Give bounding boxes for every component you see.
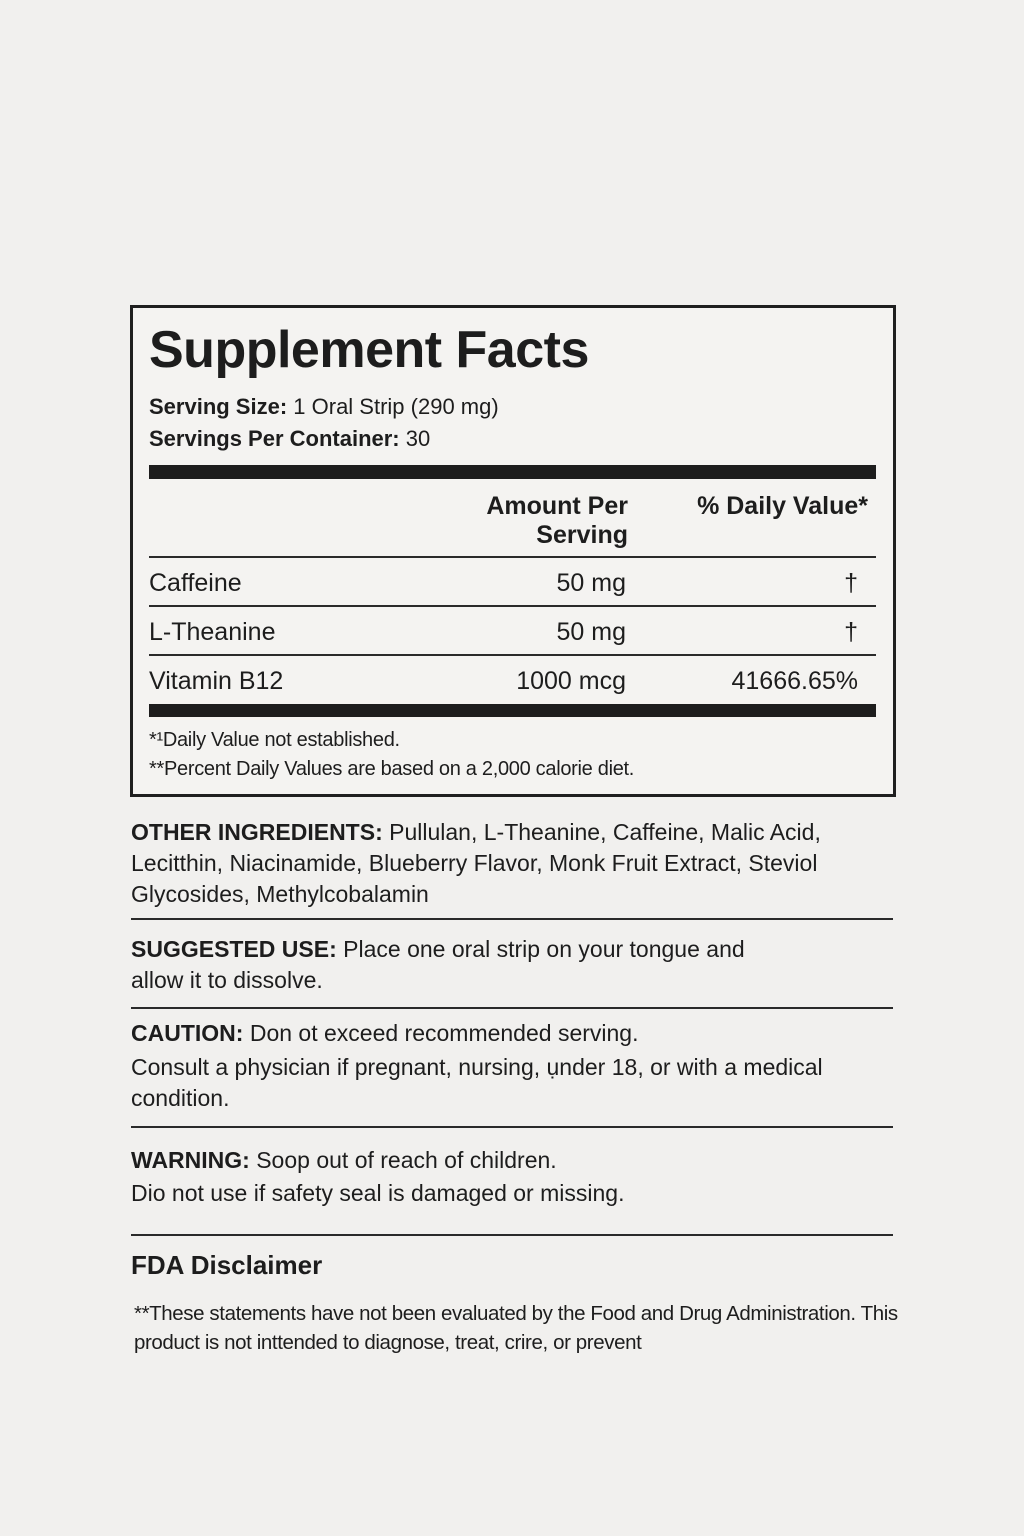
warning-label: WARNING: bbox=[131, 1147, 250, 1173]
serving-size: Serving Size: 1 Oral Strip (290 mg) bbox=[149, 394, 499, 420]
caution-label: CAUTION: bbox=[131, 1020, 244, 1046]
fda-disclaimer-text: **These statements have not been evaluat… bbox=[134, 1302, 898, 1354]
supplement-facts-panel: Supplement Facts Serving Size: 1 Oral St… bbox=[130, 305, 896, 797]
nutrient-name: Caffeine bbox=[149, 569, 242, 597]
amount-header-line2: Serving bbox=[536, 521, 628, 549]
amount-header-line1: Amount Per bbox=[486, 492, 628, 520]
warning-line2: Dio not use if safety seal is damaged or… bbox=[131, 1180, 625, 1206]
caution: CAUTION: Don ot exceed recommended servi… bbox=[131, 1018, 891, 1049]
thick-divider bbox=[149, 704, 876, 717]
divider bbox=[149, 654, 876, 656]
servings-value: 30 bbox=[405, 426, 431, 451]
divider bbox=[149, 605, 876, 607]
table-row: Vitamin B12 1000 mcg 41666.65% bbox=[149, 657, 876, 705]
divider bbox=[131, 1126, 893, 1128]
serving-size-value: 1 Oral Strip (290 mg) bbox=[293, 394, 499, 419]
divider bbox=[131, 1007, 893, 1009]
nutrient-amount: 1000 mcg bbox=[516, 667, 626, 695]
table-row: L-Theanine 50 mg † bbox=[149, 608, 876, 656]
nutrient-amount: 50 mg bbox=[556, 618, 626, 646]
footnote-percent-dv: **Percent Daily Values are based on a 2,… bbox=[149, 758, 635, 780]
warning-line1: Soop out of reach of children. bbox=[256, 1147, 557, 1173]
thick-divider bbox=[149, 465, 876, 479]
suggested-use: SUGGESTED USE: Place one oral strip on y… bbox=[131, 934, 781, 996]
caution-line2: Consult a physician if pregnant, nursing… bbox=[131, 1054, 823, 1111]
servings-label: Servings Per Container: bbox=[149, 426, 400, 451]
nutrient-amount: 50 mg bbox=[556, 569, 626, 597]
panel-title: Supplement Facts bbox=[149, 321, 589, 379]
suggested-use-label: SUGGESTED USE: bbox=[131, 936, 337, 962]
other-ingredients-label: OTHER INGREDIENTS: bbox=[131, 819, 383, 845]
daily-value-header: % Daily Value* bbox=[697, 492, 868, 520]
nutrient-dv: 41666.65% bbox=[731, 667, 858, 695]
warning: WARNING: Soop out of reach of children. bbox=[131, 1145, 891, 1176]
table-row: Caffeine 50 mg † bbox=[149, 559, 876, 607]
serving-size-label: Serving Size: bbox=[149, 394, 288, 419]
nutrient-name: L-Theanine bbox=[149, 618, 276, 646]
footnote-dv-not-established: *¹Daily Value not established. bbox=[149, 729, 400, 751]
nutrient-name: Vitamin B12 bbox=[149, 667, 284, 695]
amount-per-serving-header: Amount Per Serving bbox=[433, 492, 628, 550]
nutrient-dv: † bbox=[844, 618, 858, 646]
caution-line1: Don ot exceed recommended serving. bbox=[249, 1020, 639, 1046]
other-ingredients-text: Pullulan, L-Theanine, Caffeine, Malic Ac… bbox=[131, 819, 821, 907]
fda-disclaimer-title: FDA Disclaimer bbox=[131, 1250, 323, 1280]
divider bbox=[131, 918, 893, 920]
suggested-use-text: Place one oral strip on your tongue and … bbox=[131, 936, 745, 993]
other-ingredients: OTHER INGREDIENTS: Pullulan, L-Theanine,… bbox=[131, 817, 891, 910]
divider bbox=[149, 556, 876, 558]
nutrient-dv: † bbox=[844, 569, 858, 597]
servings-per-container: Servings Per Container: 30 bbox=[149, 426, 430, 452]
divider bbox=[131, 1234, 893, 1236]
